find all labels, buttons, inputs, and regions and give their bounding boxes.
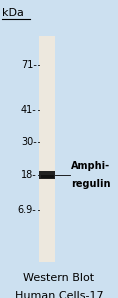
- Text: kDa: kDa: [2, 8, 24, 18]
- Bar: [41, 175, 54, 178]
- Text: Amphi-: Amphi-: [71, 162, 110, 171]
- Text: 6.9-: 6.9-: [18, 205, 37, 215]
- Text: 71-: 71-: [21, 60, 37, 70]
- Text: regulin: regulin: [71, 179, 110, 189]
- Text: 30-: 30-: [21, 137, 37, 147]
- Text: Human Cells-17: Human Cells-17: [15, 291, 103, 298]
- Bar: [39, 36, 55, 262]
- Text: 18-: 18-: [21, 170, 37, 180]
- Bar: [39, 171, 55, 179]
- Text: Western Blot: Western Blot: [23, 273, 95, 283]
- Text: 41-: 41-: [21, 105, 37, 116]
